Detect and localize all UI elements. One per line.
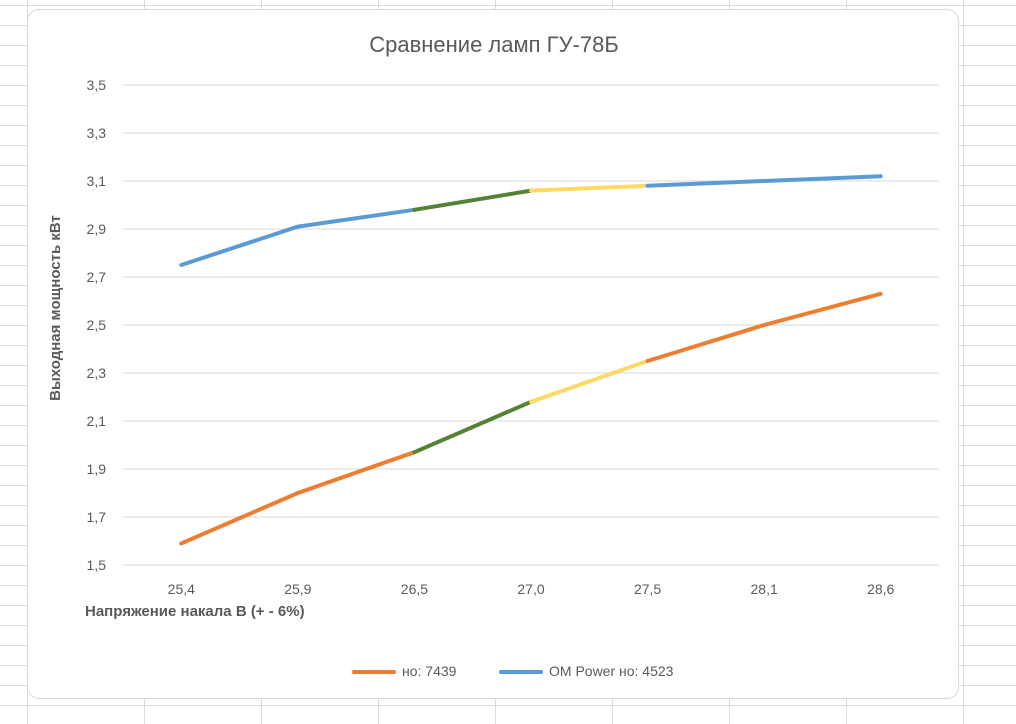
data-point bbox=[647, 360, 649, 362]
x-axis-title: Напряжение накала В (+ - 6%) bbox=[85, 603, 305, 620]
y-tick-label: 1,7 bbox=[87, 509, 107, 525]
data-point bbox=[413, 451, 415, 453]
y-tick-label: 2,7 bbox=[87, 269, 107, 285]
series-segment bbox=[762, 291, 883, 327]
y-axis-ticks: 1,5 1,7 1,9 2,1 2,3 2,5 2,7 2,9 3,1 3,3 3,5 bbox=[87, 77, 107, 573]
series-segment bbox=[645, 323, 767, 363]
data-point bbox=[530, 190, 532, 192]
series-segment bbox=[412, 399, 533, 455]
legend-label[interactable]: но: 7439 bbox=[402, 663, 457, 679]
data-point bbox=[180, 264, 182, 266]
data-point bbox=[297, 492, 299, 494]
x-tick-label: 25,9 bbox=[284, 581, 311, 597]
gridlines bbox=[123, 84, 939, 566]
series-2 bbox=[179, 174, 883, 267]
series-segment bbox=[412, 188, 533, 212]
x-tick-label: 27,5 bbox=[634, 581, 661, 597]
x-tick-label: 26,5 bbox=[401, 581, 428, 597]
y-tick-label: 2,3 bbox=[87, 365, 107, 381]
data-point bbox=[647, 185, 649, 187]
data-point bbox=[880, 293, 882, 295]
series-segment bbox=[179, 224, 300, 267]
series-segment bbox=[179, 491, 300, 546]
data-point bbox=[530, 401, 532, 403]
data-point bbox=[180, 542, 182, 544]
line-chart: Сравнение ламп ГУ-78Б 1,5 1,7 1,9 2,1 2,3 2,5… bbox=[47, 32, 939, 679]
y-tick-label: 1,9 bbox=[87, 461, 107, 477]
y-tick-label: 3,5 bbox=[87, 77, 107, 93]
x-tick-label: 25,4 bbox=[168, 581, 195, 597]
data-point bbox=[880, 175, 882, 177]
series-segment bbox=[295, 207, 417, 229]
series-segment bbox=[529, 183, 650, 193]
series-1 bbox=[179, 291, 883, 546]
series-segment bbox=[645, 179, 767, 188]
series-segment bbox=[295, 450, 417, 495]
series-lines bbox=[179, 174, 883, 546]
chart-area[interactable]: Сравнение ламп ГУ-78Б 1,5 1,7 1,9 2,1 2,3 2,5… bbox=[27, 9, 959, 699]
y-tick-label: 3,1 bbox=[87, 173, 107, 189]
y-tick-label: 2,9 bbox=[87, 221, 107, 237]
chart-title: Сравнение ламп ГУ-78Б bbox=[369, 32, 619, 57]
y-tick-label: 2,5 bbox=[87, 317, 107, 333]
legend-label[interactable]: OM Power но: 4523 bbox=[549, 663, 674, 679]
y-axis-title: Выходная мощность кВт bbox=[47, 215, 64, 401]
x-tick-label: 28,1 bbox=[751, 581, 778, 597]
legend[interactable]: но: 7439 OM Power но: 4523 bbox=[352, 663, 674, 679]
series-segment bbox=[529, 359, 650, 404]
data-point bbox=[297, 226, 299, 228]
x-axis-ticks: 25,4 25,9 26,5 27,0 27,5 28,1 28,6 bbox=[168, 581, 895, 597]
x-tick-label: 28,6 bbox=[867, 581, 894, 597]
data-point bbox=[763, 180, 765, 182]
y-tick-label: 2,1 bbox=[87, 413, 107, 429]
x-tick-label: 27,0 bbox=[517, 581, 544, 597]
data-point bbox=[413, 209, 415, 211]
data-point bbox=[763, 324, 765, 326]
y-tick-label: 3,3 bbox=[87, 125, 107, 141]
y-tick-label: 1,5 bbox=[87, 557, 107, 573]
series-segment bbox=[762, 174, 883, 183]
